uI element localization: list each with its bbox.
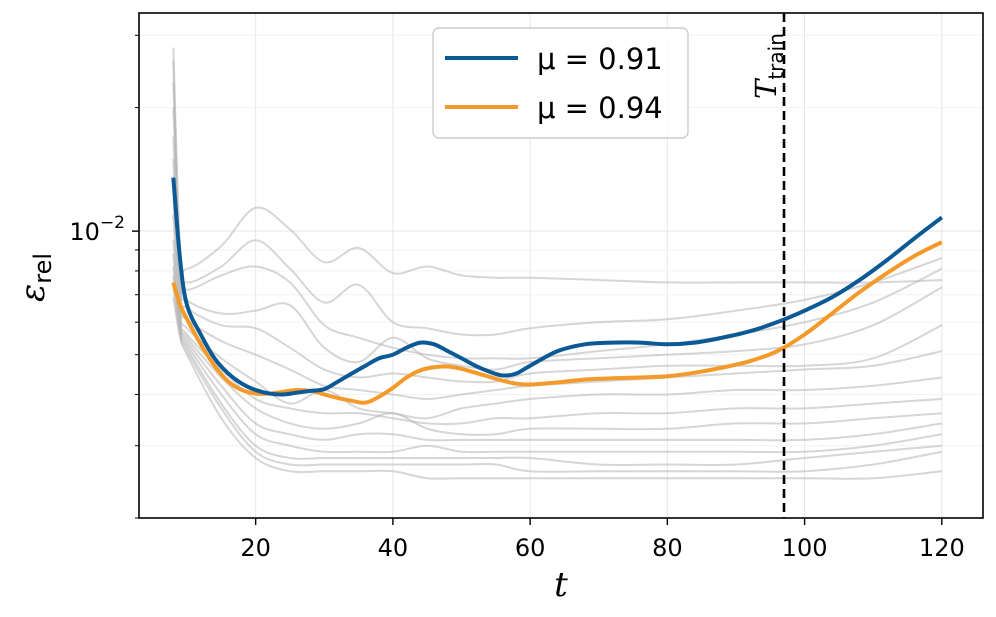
svg-text:εrel: εrel — [13, 253, 57, 302]
background-series-line — [172, 107, 943, 337]
x-tick-label: 20 — [240, 534, 271, 562]
series-line — [171, 240, 943, 405]
background-series-line — [172, 287, 943, 473]
background-series-line — [172, 60, 943, 371]
legend-label: μ = 0.94 — [537, 91, 663, 125]
y-axis-label: εrel — [13, 253, 57, 302]
legend: μ = 0.91 μ = 0.94 — [432, 27, 689, 139]
x-axis-label: t — [554, 565, 568, 605]
t-train-label: Ttrain — [749, 33, 788, 99]
y-axis-label-main: ε — [13, 284, 53, 302]
x-tick-label: 120 — [919, 534, 965, 562]
legend-box — [432, 27, 689, 139]
background-series-line — [172, 158, 943, 400]
y-tick-label: 10−2 — [69, 213, 125, 246]
background-series-line — [172, 275, 942, 466]
background-series-line — [172, 198, 942, 420]
background-series-line — [172, 47, 942, 284]
background-series-line — [172, 297, 942, 480]
x-tick-label: 100 — [782, 534, 828, 562]
y-axis-label-sub: rel — [29, 253, 57, 284]
t-train-marker: Ttrain — [749, 13, 788, 518]
background-series-line — [172, 253, 942, 442]
highlighted-series — [171, 177, 944, 405]
x-tick-label: 80 — [652, 534, 683, 562]
axis-ticks: 20 40 60 80 100 120 10−2 — [69, 34, 965, 562]
background-series-line — [172, 266, 942, 454]
x-tick-label: 60 — [515, 534, 546, 562]
legend-label: μ = 0.91 — [537, 42, 663, 76]
x-tick-label: 40 — [378, 534, 409, 562]
background-series-line — [172, 214, 942, 426]
plot-frame — [138, 12, 984, 519]
series-line — [171, 177, 944, 397]
